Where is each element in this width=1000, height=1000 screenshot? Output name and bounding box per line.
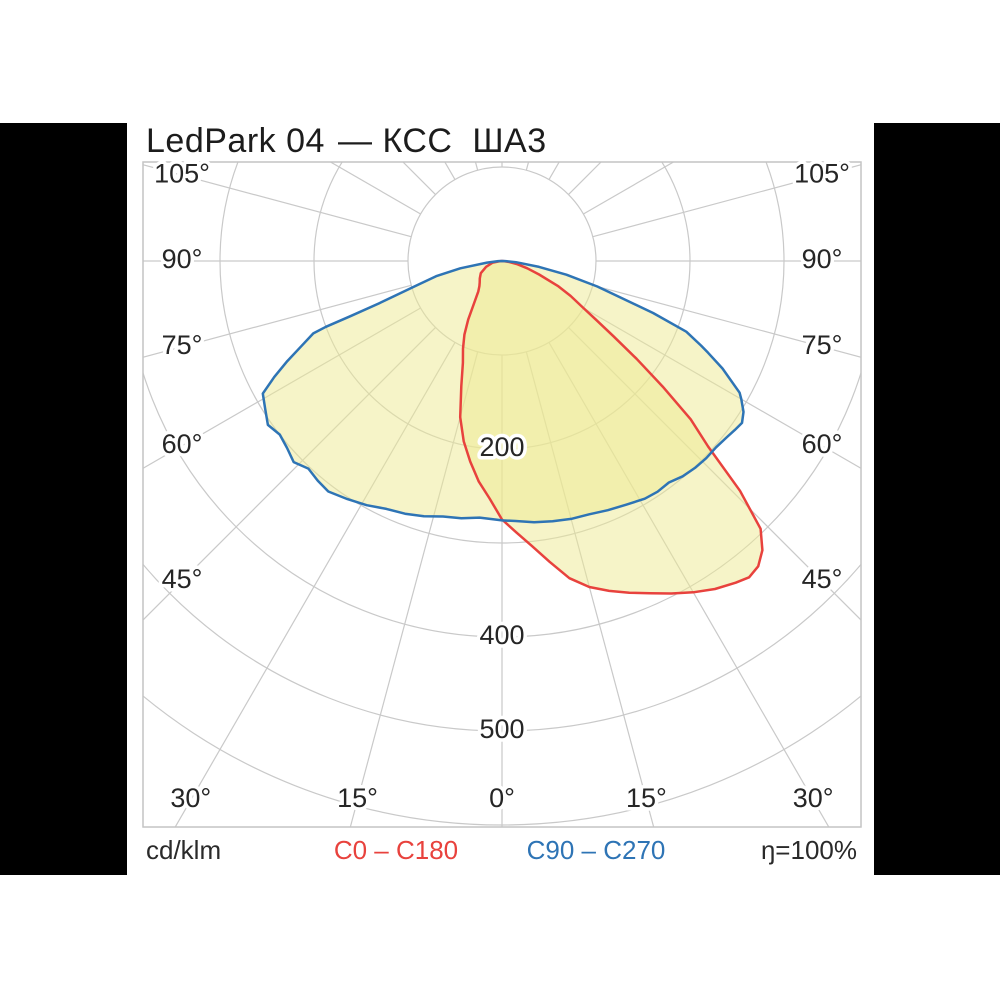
curve-line-C0–C180: [458, 259, 764, 595]
legend-series-c0-c180: C0 – C180: [333, 835, 459, 865]
product-title: LedPark 04: [146, 122, 325, 160]
ring-value-label-400: 400: [479, 620, 524, 650]
grid-spoke-225: [402, 162, 436, 195]
angle-label-bottom-right-15: 15°: [626, 783, 667, 813]
grid-spoke-255: [143, 164, 412, 238]
intensity-curves: [261, 259, 764, 595]
angle-label-right-45: 45°: [802, 564, 843, 594]
grid-spoke-240: [329, 162, 421, 215]
angle-label-right-105: 105°: [794, 158, 850, 188]
angle-label-left-90: 90°: [162, 244, 203, 274]
grid-spoke-105: [592, 164, 861, 238]
angle-label-left-105: 105°: [154, 158, 210, 188]
grid-spoke-60: [583, 307, 861, 469]
legend-series-c90-c270: C90 – C270: [526, 835, 666, 865]
grid-spoke-165: [525, 162, 530, 171]
grid-spoke-150: [548, 162, 560, 180]
grid-spoke-285: [143, 284, 412, 358]
grid-spoke-300: [143, 307, 421, 469]
grid-spoke-135: [568, 162, 602, 195]
angle-label-bottom-left-15: 15°: [337, 783, 378, 813]
plot-border: [142, 161, 862, 828]
left-black-panel: [0, 123, 127, 875]
legend-efficiency-label: ŋ=100%: [760, 835, 857, 865]
ring-value-label-200: 200: [479, 432, 524, 462]
title-row: LedPark 04 — КСС ША3: [0, 122, 1000, 162]
angle-label-right-90: 90°: [802, 244, 843, 274]
angle-label-bottom-right-30: 30°: [793, 783, 834, 813]
legend-row: cd/klm C0 – C180 C90 – C270 ŋ=100%: [0, 835, 1000, 869]
grid-spoke-210: [444, 162, 456, 180]
angle-label-bottom-left-30: 30°: [170, 783, 211, 813]
angle-label-left-75: 75°: [162, 330, 203, 360]
grid-spoke-195: [474, 162, 479, 171]
curve-fill-C90–C270: [262, 261, 744, 523]
angle-label-right-60: 60°: [802, 429, 843, 459]
angle-label-bottom-0: 0°: [489, 783, 515, 813]
legend-unit-label: cd/klm: [146, 835, 222, 865]
right-black-panel: [874, 123, 1000, 875]
grid-spoke-120: [583, 162, 675, 215]
curve-type-title: — КСС ША3: [338, 122, 547, 160]
curve-line-C90–C270: [261, 259, 745, 524]
grid-spoke-75: [592, 284, 861, 358]
angle-label-right-75: 75°: [802, 330, 843, 360]
axis-labels: 105° 105° 90° 90° 75° 75° 60° 60° 45° 45° 30° 30° 15…: [151, 155, 854, 817]
grid-spoke-345: [349, 351, 479, 827]
ring-value-label-500: 500: [479, 714, 524, 744]
angle-label-left-45: 45°: [162, 564, 203, 594]
angle-label-left-60: 60°: [162, 429, 203, 459]
